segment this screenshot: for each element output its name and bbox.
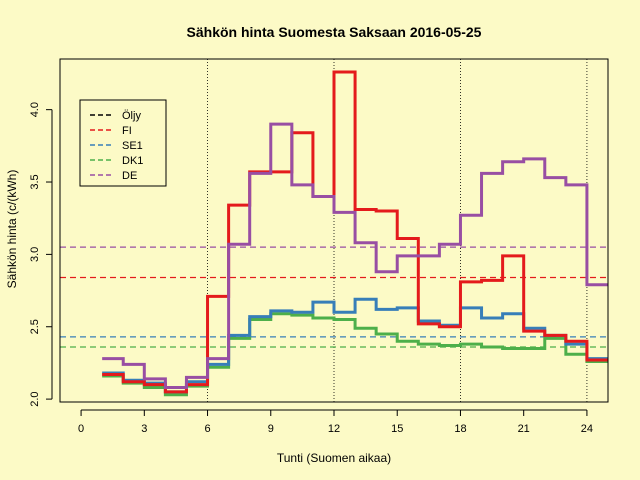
y-tick-label: 2.0	[29, 391, 41, 406]
legend: Öljy FI SE1 DK1 DE	[79, 99, 167, 187]
series-lines	[102, 70, 608, 397]
y-tick-label: 2.5	[29, 319, 41, 334]
legend-label-öljy: Öljy	[122, 110, 141, 122]
y-tick-label: 3.5	[29, 174, 41, 189]
plot-frame	[59, 58, 609, 403]
y-axis: 2.0 2.5 3.0 3.5 4.0	[29, 102, 53, 407]
x-tick-label: 24	[581, 423, 593, 435]
mean-hlines	[60, 246, 608, 348]
legend-label-de: DE	[122, 170, 137, 182]
x-tick-label: 18	[454, 423, 466, 435]
legend-label-dk1: DK1	[122, 155, 143, 167]
x-tick-label: 3	[141, 423, 147, 435]
x-tick-label: 12	[328, 423, 340, 435]
x-axis-label: Tunti (Suomen aikaa)	[277, 451, 391, 465]
series-line-de	[102, 122, 608, 390]
legend-label-se1: SE1	[122, 140, 143, 152]
y-tick-label: 3.0	[29, 247, 41, 262]
x-tick-label: 6	[204, 423, 210, 435]
x-tick-label: 9	[268, 423, 274, 435]
x-tick-label: 0	[78, 423, 84, 435]
y-tick-label: 4.0	[29, 102, 41, 117]
chart-title: Sähkön hinta Suomesta Saksaan 2016-05-25	[187, 24, 482, 40]
x-axis: 0 3 6 9 12 15 18 21 24	[78, 409, 593, 435]
x-tick-label: 15	[391, 423, 403, 435]
x-tick-label: 21	[518, 423, 530, 435]
y-axis-label: Sähkön hinta (c/(kWh)	[5, 170, 19, 289]
legend-box	[79, 99, 167, 187]
legend-label-fi: FI	[122, 125, 132, 137]
